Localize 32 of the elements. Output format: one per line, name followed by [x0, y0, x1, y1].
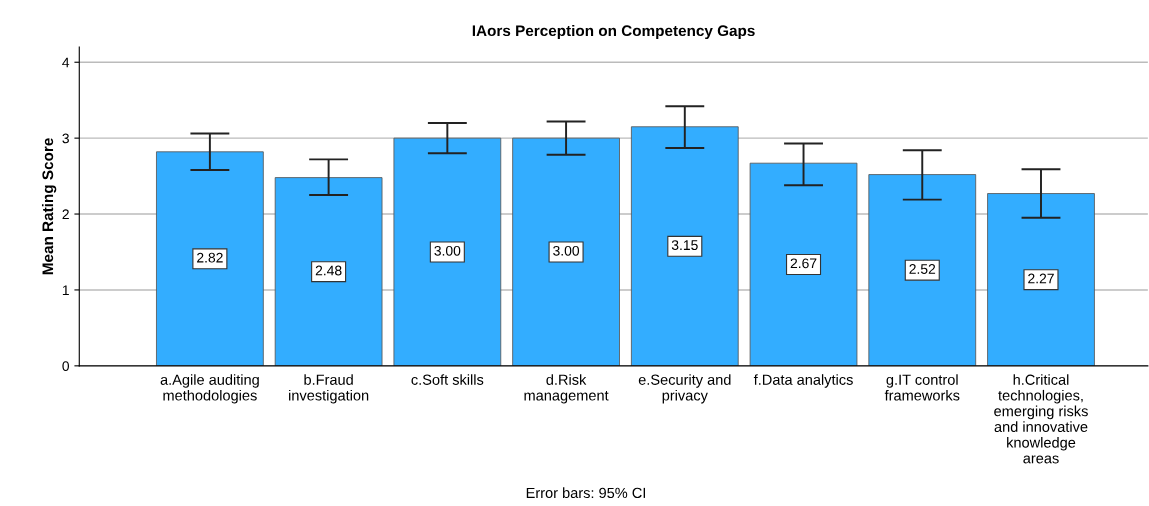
- x-tick-label: e.Security and privacy: [638, 374, 731, 404]
- data-label: 2.48: [315, 265, 342, 276]
- bar: [987, 193, 1095, 366]
- x-tick-label: d.Risk management: [524, 374, 609, 404]
- bar: [274, 177, 383, 366]
- x-tick-label: f.Data analytics: [753, 374, 853, 388]
- data-label: 2.67: [790, 258, 817, 269]
- bar: [868, 174, 977, 366]
- bar: [393, 137, 502, 366]
- bar: [630, 126, 739, 366]
- chart-title: IAors Perception on Competency Gaps: [472, 24, 755, 40]
- data-label: 2.52: [909, 264, 936, 274]
- data-label: 3.15: [671, 240, 698, 251]
- data-label: 2.82: [197, 252, 223, 263]
- y-tick-label: 2: [62, 209, 69, 220]
- data-label: 2.27: [1028, 273, 1054, 284]
- y-tick-label: 1: [62, 285, 69, 295]
- y-tick-label: 3: [62, 133, 69, 144]
- x-tick-label: b.Fraud investigation: [289, 374, 369, 404]
- bar: [156, 151, 264, 366]
- bar: [749, 162, 858, 366]
- text: Error bars: 95% CI: [526, 487, 646, 499]
- data-label: 3.00: [553, 245, 580, 256]
- x-tick-label: c.Soft skills: [411, 374, 484, 385]
- y-axis-title: Mean Rating Score: [41, 138, 57, 275]
- data-label: 3.00: [434, 245, 461, 256]
- x-tick-label: h.Critical technologies, emerging risks and innovative knowledge areas: [994, 374, 1088, 464]
- x-tick-label: g.IT control frameworks: [884, 374, 960, 401]
- x-tick-label: a.Agile auditing methodologies: [160, 374, 259, 404]
- y-tick-label: 4: [62, 57, 70, 68]
- bar: [512, 137, 620, 366]
- y-tick-label: 0: [62, 361, 70, 372]
